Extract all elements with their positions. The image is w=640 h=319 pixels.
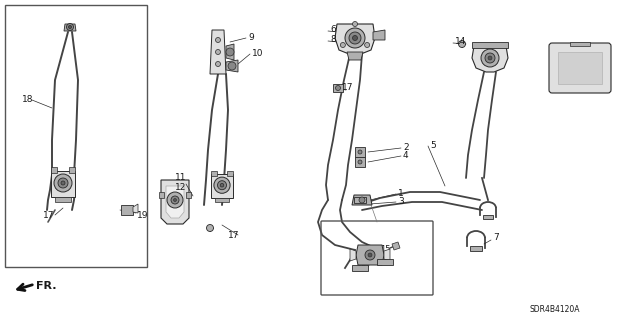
Polygon shape bbox=[392, 242, 400, 250]
Text: 9: 9 bbox=[248, 33, 253, 41]
Polygon shape bbox=[354, 197, 366, 203]
Bar bbox=[159, 192, 164, 198]
Polygon shape bbox=[133, 204, 138, 213]
Polygon shape bbox=[64, 24, 76, 31]
Text: 18: 18 bbox=[22, 95, 33, 105]
Circle shape bbox=[216, 38, 221, 42]
Polygon shape bbox=[570, 42, 590, 46]
Circle shape bbox=[167, 192, 183, 208]
Bar bbox=[470, 246, 482, 251]
Circle shape bbox=[58, 178, 68, 188]
Circle shape bbox=[207, 225, 214, 232]
Circle shape bbox=[353, 21, 358, 26]
Circle shape bbox=[353, 35, 358, 41]
Circle shape bbox=[349, 32, 361, 44]
Polygon shape bbox=[352, 265, 368, 271]
Polygon shape bbox=[472, 42, 508, 48]
Circle shape bbox=[358, 150, 362, 154]
Circle shape bbox=[61, 181, 65, 185]
Text: 19: 19 bbox=[137, 211, 148, 219]
Text: SDR4B4120A: SDR4B4120A bbox=[530, 306, 580, 315]
Polygon shape bbox=[335, 24, 375, 54]
Text: 20: 20 bbox=[355, 254, 365, 263]
Bar bbox=[55, 197, 71, 202]
Circle shape bbox=[335, 85, 340, 91]
Circle shape bbox=[216, 49, 221, 55]
Polygon shape bbox=[350, 249, 356, 261]
Polygon shape bbox=[355, 147, 365, 157]
Polygon shape bbox=[210, 30, 226, 74]
Polygon shape bbox=[226, 44, 234, 60]
Circle shape bbox=[368, 253, 372, 257]
Circle shape bbox=[216, 62, 221, 66]
Circle shape bbox=[171, 196, 179, 204]
Circle shape bbox=[54, 174, 72, 192]
Circle shape bbox=[481, 49, 499, 67]
Polygon shape bbox=[121, 205, 133, 215]
Bar bbox=[186, 192, 191, 198]
Circle shape bbox=[485, 53, 495, 63]
Text: 1: 1 bbox=[398, 189, 404, 197]
Bar bbox=[558, 52, 602, 84]
Text: 13: 13 bbox=[575, 68, 586, 77]
Text: 16: 16 bbox=[356, 263, 367, 271]
Circle shape bbox=[214, 177, 230, 193]
Text: 10: 10 bbox=[252, 48, 264, 57]
Polygon shape bbox=[166, 186, 184, 218]
Polygon shape bbox=[373, 30, 385, 40]
Polygon shape bbox=[226, 60, 238, 72]
Circle shape bbox=[173, 198, 177, 202]
Text: 15: 15 bbox=[380, 246, 390, 255]
Polygon shape bbox=[211, 174, 233, 198]
Circle shape bbox=[358, 160, 362, 164]
Bar bbox=[227, 171, 233, 176]
Text: 7: 7 bbox=[493, 234, 499, 242]
Text: 17: 17 bbox=[228, 231, 239, 240]
Polygon shape bbox=[377, 259, 393, 265]
Polygon shape bbox=[51, 171, 75, 197]
Circle shape bbox=[226, 48, 234, 56]
Bar bbox=[211, 171, 216, 176]
FancyBboxPatch shape bbox=[549, 43, 611, 93]
Circle shape bbox=[68, 26, 72, 28]
Circle shape bbox=[228, 62, 236, 70]
Text: FR.: FR. bbox=[36, 281, 56, 291]
Bar bbox=[69, 167, 75, 173]
Circle shape bbox=[345, 28, 365, 48]
Text: 4: 4 bbox=[403, 151, 408, 160]
Polygon shape bbox=[384, 249, 390, 261]
Text: 5: 5 bbox=[430, 140, 436, 150]
Text: 12: 12 bbox=[175, 182, 186, 191]
Text: 17: 17 bbox=[43, 211, 54, 219]
Text: 8: 8 bbox=[330, 35, 336, 44]
Text: 6: 6 bbox=[330, 26, 336, 34]
Circle shape bbox=[365, 42, 370, 48]
Polygon shape bbox=[333, 84, 343, 92]
Circle shape bbox=[218, 181, 227, 190]
Circle shape bbox=[488, 56, 492, 60]
Text: 11: 11 bbox=[175, 174, 186, 182]
Text: 2: 2 bbox=[403, 143, 408, 152]
Bar bbox=[483, 215, 493, 219]
Circle shape bbox=[67, 24, 74, 31]
Polygon shape bbox=[161, 180, 189, 224]
Bar bbox=[215, 198, 229, 202]
Polygon shape bbox=[355, 157, 365, 167]
Polygon shape bbox=[356, 245, 384, 265]
Text: 17: 17 bbox=[342, 84, 353, 93]
Circle shape bbox=[220, 183, 224, 187]
Bar bbox=[5, 5, 147, 267]
Bar bbox=[51, 167, 57, 173]
Circle shape bbox=[458, 41, 465, 48]
Circle shape bbox=[365, 250, 375, 260]
Circle shape bbox=[340, 42, 346, 48]
Polygon shape bbox=[347, 52, 363, 60]
Circle shape bbox=[359, 197, 365, 203]
Text: 3: 3 bbox=[398, 197, 404, 205]
Polygon shape bbox=[352, 195, 372, 205]
Text: 14: 14 bbox=[455, 38, 467, 47]
Polygon shape bbox=[472, 46, 508, 72]
